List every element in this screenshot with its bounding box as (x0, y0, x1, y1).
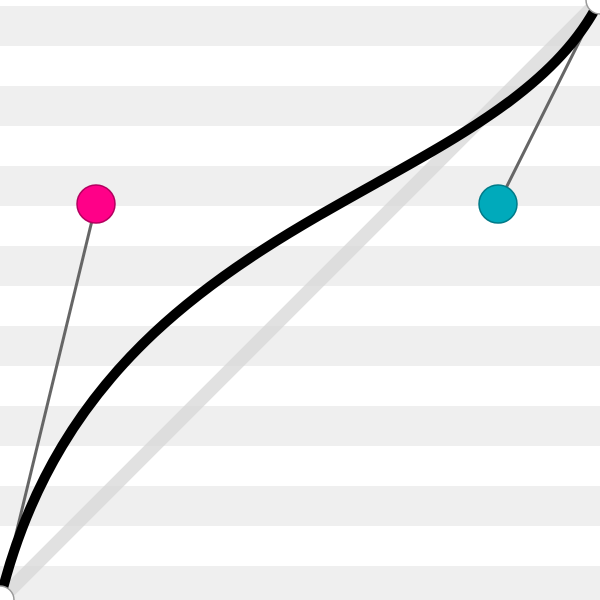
start-point-handle[interactable] (0, 585, 15, 600)
background-stripe (0, 246, 600, 286)
end-point-handle[interactable] (585, 0, 600, 15)
control-point-1-handle[interactable] (76, 184, 116, 224)
background-stripe (0, 6, 600, 46)
background-stripe (0, 326, 600, 366)
background-stripe (0, 566, 600, 600)
control-point-2-handle[interactable] (478, 184, 518, 224)
background-stripe (0, 406, 600, 446)
